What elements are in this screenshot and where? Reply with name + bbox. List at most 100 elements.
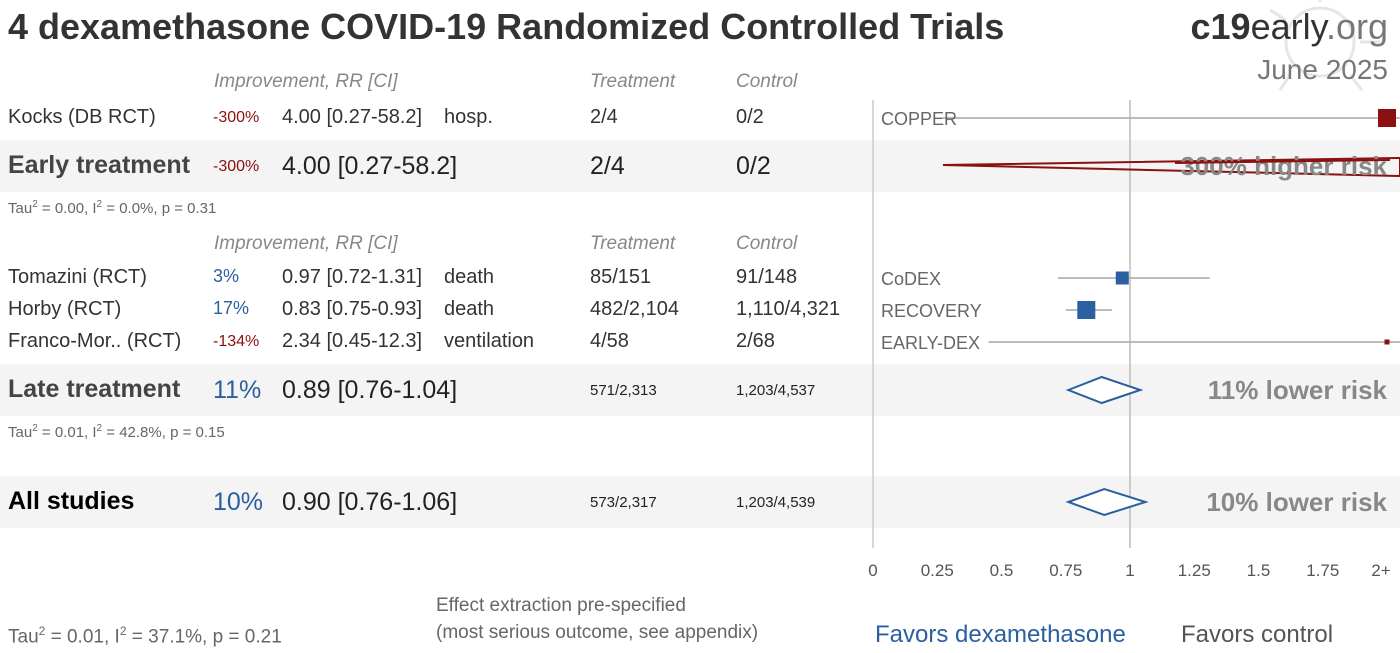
favors-treatment-label: Favors dexamethasone xyxy=(875,621,1126,648)
study-outcome-franco: ventilation xyxy=(444,330,535,352)
risk-label-late: 11% lower risk xyxy=(1208,375,1388,405)
header-treatment-late: Treatment xyxy=(590,233,676,254)
study-treatment-tomazini: 85/151 xyxy=(590,266,652,288)
study-label-early-dex: EARLY-DEX xyxy=(881,333,980,353)
study-control-tomazini: 91/148 xyxy=(736,266,798,288)
early-summary-band xyxy=(0,140,1400,192)
study-outcome-tomazini: death xyxy=(444,266,495,288)
header-improvement-early: Improvement, RR [CI] xyxy=(214,71,398,92)
i2-sup-late: 2 xyxy=(96,423,103,434)
study-treatment-horby: 482/2,104 xyxy=(590,298,679,320)
all-summary-band xyxy=(0,476,1400,528)
heterogeneity-late: Tau2 = 0.01, I2 = 42.8%, p = 0.15 xyxy=(8,423,225,441)
study-name-franco: Franco-Mor.. (RCT) xyxy=(8,330,182,352)
favors-control-label: Favors control xyxy=(1181,621,1334,648)
summary-diamond-all xyxy=(1065,487,1149,517)
summary-treatment-all: 573/2,317 xyxy=(590,494,657,511)
summary-diamond-late xyxy=(1065,375,1144,405)
summary-control-all: 1,203/4,539 xyxy=(736,494,816,511)
late-summary-band xyxy=(0,364,1400,416)
summary-improvement-late: 11% xyxy=(213,376,262,404)
summary-diamond-early xyxy=(942,156,1400,178)
tau-sup-early: 2 xyxy=(32,199,38,210)
i2-sup-early: 2 xyxy=(96,199,103,210)
tau-value-all: = 0.01, I xyxy=(45,626,120,648)
page-title: 4 dexamethasone COVID-19 Randomized Cont… xyxy=(8,6,1005,47)
heterogeneity-all: Tau2 = 0.01, I2 = 37.1%, p = 0.21 xyxy=(8,624,282,648)
study-marker-copper xyxy=(1378,109,1396,127)
study-name-horby: Horby (RCT) xyxy=(8,298,122,320)
study-treatment-franco: 4/58 xyxy=(590,330,629,352)
header-treatment-early: Treatment xyxy=(590,71,676,92)
tau-label-late: Tau xyxy=(8,424,33,441)
study-improvement-tomazini: 3% xyxy=(213,266,240,286)
study-treatment-kocks: 2/4 xyxy=(590,106,618,128)
study-label-codex: CoDEX xyxy=(881,269,941,289)
summary-treatment-late: 571/2,313 xyxy=(590,382,657,399)
early-wedge-overlay xyxy=(1174,159,1391,164)
summary-control-late: 1,203/4,537 xyxy=(736,382,816,399)
tau-sup-all: 2 xyxy=(38,624,46,638)
study-marker-recovery xyxy=(1077,301,1096,319)
study-rr-franco: 2.34 [0.45-12.3] xyxy=(282,330,423,352)
x-tick-label: 0 xyxy=(868,561,877,580)
tau-value-early: = 0.00, I xyxy=(37,200,97,217)
summary-rr-all: 0.90 [0.76-1.06] xyxy=(282,488,458,516)
risk-label-all: 10% lower risk xyxy=(1206,487,1387,517)
summary-improvement-all: 10% xyxy=(213,488,264,516)
summary-name-early: Early treatment xyxy=(8,151,191,179)
x-tick-label: 0.75 xyxy=(1049,561,1082,580)
x-tick-label: 0.25 xyxy=(921,561,954,580)
summary-rr-early: 4.00 [0.27-58.2] xyxy=(282,152,458,180)
study-rr-tomazini: 0.97 [0.72-1.31] xyxy=(282,266,423,288)
i2-value-early: = 0.0%, p = 0.31 xyxy=(102,200,217,217)
study-improvement-horby: 17% xyxy=(213,298,250,318)
study-marker-codex xyxy=(1115,271,1129,285)
tau-label-all: Tau xyxy=(8,626,39,648)
brand-mid: early xyxy=(1250,6,1326,47)
study-improvement-kocks: -300% xyxy=(213,109,260,126)
i2-value-all: = 37.1%, p = 0.21 xyxy=(126,626,282,648)
study-marker-early-dex xyxy=(1384,339,1390,345)
header-improvement-late: Improvement, RR [CI] xyxy=(214,233,398,254)
header-control-early: Control xyxy=(736,71,798,92)
summary-improvement-early: -300% xyxy=(213,158,260,175)
header-control-late: Control xyxy=(736,233,798,254)
date-label: June 2025 xyxy=(1257,54,1388,85)
tau-sup-late: 2 xyxy=(32,423,38,434)
x-tick-label: 1.25 xyxy=(1178,561,1211,580)
study-rr-horby: 0.83 [0.75-0.93] xyxy=(282,298,423,320)
x-tick-label: 1.5 xyxy=(1247,561,1271,580)
study-control-kocks: 0/2 xyxy=(736,106,764,128)
study-name-tomazini: Tomazini (RCT) xyxy=(8,266,147,288)
summary-name-late: Late treatment xyxy=(8,375,181,403)
study-label-recovery: RECOVERY xyxy=(881,301,982,321)
extraction-note-detail: (most serious outcome, see appendix) xyxy=(436,622,759,643)
study-improvement-franco: -134% xyxy=(213,333,260,350)
x-tick-label: 1 xyxy=(1125,561,1134,580)
summary-control-early: 0/2 xyxy=(736,152,771,180)
summary-name-all: All studies xyxy=(8,487,135,515)
i2-sup-all: 2 xyxy=(119,624,127,638)
brand-tld: .org xyxy=(1325,6,1388,47)
tau-value-late: = 0.01, I xyxy=(37,424,97,441)
study-name-kocks: Kocks (DB RCT) xyxy=(8,106,156,128)
study-outcome-horby: death xyxy=(444,298,495,320)
brand-logo: c19early.org xyxy=(1191,6,1388,48)
x-tick-label: 2+ xyxy=(1371,561,1390,580)
x-tick-label: 0.5 xyxy=(990,561,1014,580)
brand-bold: c19 xyxy=(1190,6,1251,47)
study-rr-kocks: 4.00 [0.27-58.2] xyxy=(282,106,423,128)
study-label-copper: COPPER xyxy=(881,109,957,129)
study-outcome-kocks: hosp. xyxy=(444,106,493,128)
summary-treatment-early: 2/4 xyxy=(590,152,625,180)
x-tick-label: 1.75 xyxy=(1306,561,1339,580)
tau-label-early: Tau xyxy=(8,200,33,217)
extraction-note: Effect extraction pre-specified xyxy=(436,595,686,616)
i2-value-late: = 42.8%, p = 0.15 xyxy=(102,424,225,441)
risk-label-early: 300% higher risk xyxy=(1180,151,1387,181)
heterogeneity-early: Tau2 = 0.00, I2 = 0.0%, p = 0.31 xyxy=(8,199,216,217)
study-control-horby: 1,110/4,321 xyxy=(736,298,841,320)
summary-rr-late: 0.89 [0.76-1.04] xyxy=(282,376,458,404)
